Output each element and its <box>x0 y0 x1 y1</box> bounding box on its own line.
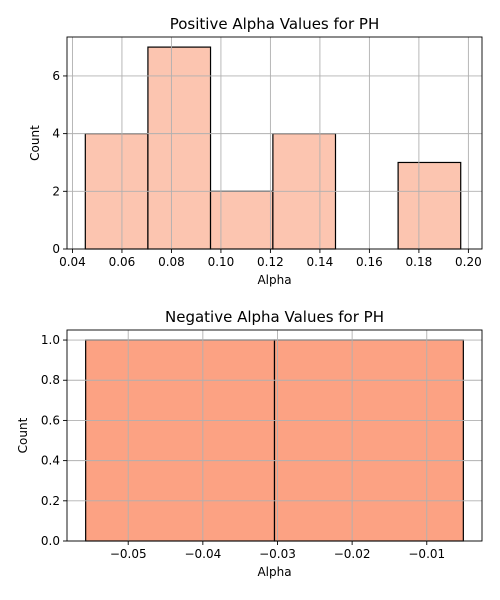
y-tick-label: 0 <box>52 242 60 256</box>
y-tick-label: 0.0 <box>41 534 60 548</box>
x-tick-label: −0.05 <box>110 547 147 561</box>
x-tick-label: 0.06 <box>109 255 136 269</box>
chart-title: Positive Alpha Values for PH <box>170 15 380 33</box>
y-tick-label: 2 <box>52 184 60 198</box>
x-tick-label: 0.12 <box>257 255 284 269</box>
x-tick-label: −0.04 <box>184 547 221 561</box>
histogram-bar <box>397 161 462 250</box>
x-tick-label: −0.01 <box>408 547 445 561</box>
y-tick-label: 4 <box>52 127 60 141</box>
y-tick-label: 0.6 <box>41 413 60 427</box>
histogram-bar <box>273 339 464 542</box>
x-tick-label: 0.04 <box>59 255 86 269</box>
x-tick-label: 0.14 <box>307 255 334 269</box>
x-tick-label: 0.08 <box>158 255 185 269</box>
x-tick-label: 0.20 <box>455 255 482 269</box>
axes-frame <box>66 36 483 250</box>
bars <box>84 46 462 250</box>
y-tick-label: 0.8 <box>41 373 60 387</box>
x-axis-label: Alpha <box>257 273 291 287</box>
x-tick-label: −0.02 <box>334 547 371 561</box>
x-tick-label: 0.16 <box>356 255 383 269</box>
x-tick-label: −0.03 <box>259 547 296 561</box>
y-tick-label: 1.0 <box>41 333 60 347</box>
y-axis-label: Count <box>16 417 30 453</box>
y-tick-label: 0.4 <box>41 454 60 468</box>
y-axis-label: Count <box>28 125 42 161</box>
x-axis-label: Alpha <box>257 565 291 579</box>
bars <box>85 339 464 542</box>
x-tick-label: 0.10 <box>208 255 235 269</box>
histogram-bar <box>209 190 274 250</box>
axes-frame <box>66 329 483 542</box>
y-tick-label: 0.2 <box>41 494 60 508</box>
x-tick-label: 0.18 <box>406 255 433 269</box>
chart-title: Negative Alpha Values for PH <box>165 308 384 326</box>
negative-alpha-chart: −0.05 −0.04 −0.03 −0.02 −0.01 0.0 0.2 0.4 0.6 0.8… <box>16 308 483 579</box>
histogram-bar <box>147 46 212 250</box>
histogram-bar <box>85 339 276 542</box>
positive-alpha-chart: 0.04 0.06 0.08 0.10 0.12 0.14 0.16 0.18 0.20 0 2 4 6… <box>28 15 483 287</box>
y-tick-label: 6 <box>52 69 60 83</box>
